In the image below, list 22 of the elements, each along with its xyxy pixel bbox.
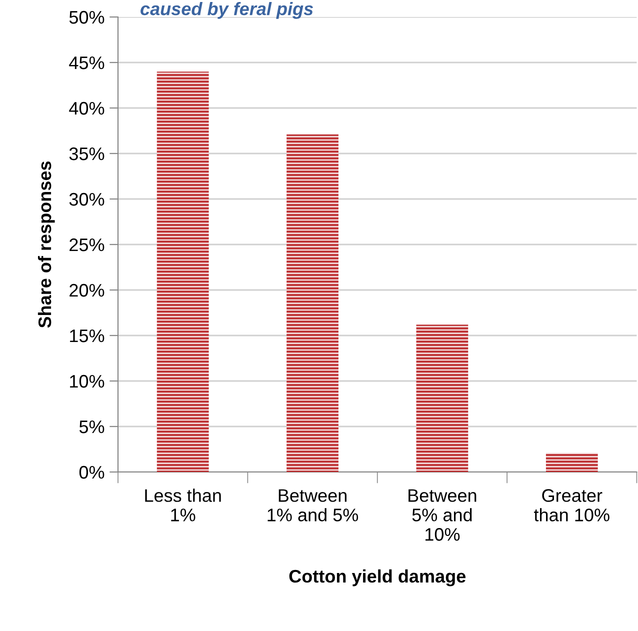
y-tick-label: 10% [70,374,104,388]
y-tick-label: 20% [70,284,104,297]
bar [286,134,338,472]
bar [546,452,598,472]
y-tick-label: 15% [70,330,104,342]
y-tick-label: 40% [69,102,104,115]
y-tick-label: 25% [70,238,104,252]
bar [156,72,209,472]
x-tick-label: Less than 1% [145,488,221,522]
x-tick-label: Between 5% and 10% [408,489,476,541]
x-tick-label: Greater than 10% [534,489,610,522]
y-tick-label: 45% [69,56,104,70]
y-tick-label: 50% [69,10,104,24]
y-tick-label: 35% [69,147,104,160]
chart-title: caused by feral pigs [140,2,313,19]
x-axis-title: Cotton yield damage [289,569,466,586]
y-tick-label: 30% [69,192,104,206]
y-axis-title: Share of responses [38,161,55,328]
x-tick-label: Between 1% and 5% [268,489,358,522]
y-tick-label: 5% [79,420,104,434]
bar [416,324,468,472]
y-tick-label: 0% [79,466,104,479]
